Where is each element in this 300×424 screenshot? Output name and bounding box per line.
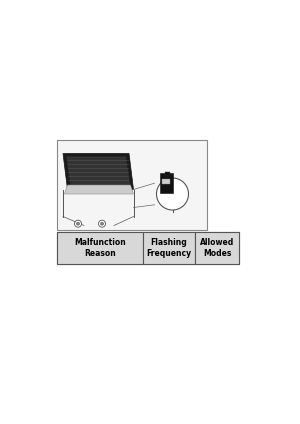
Bar <box>195 232 239 264</box>
Circle shape <box>74 220 82 227</box>
Circle shape <box>157 178 188 210</box>
Bar <box>57 232 239 264</box>
Bar <box>57 140 207 230</box>
Polygon shape <box>64 185 134 194</box>
Text: Allowed
Modes: Allowed Modes <box>200 238 234 258</box>
Bar <box>165 171 170 176</box>
Circle shape <box>76 222 80 225</box>
Bar <box>142 232 195 264</box>
Text: Malfunction
Reason: Malfunction Reason <box>74 238 126 258</box>
Polygon shape <box>63 153 134 190</box>
Text: Flashing
Frequency: Flashing Frequency <box>146 238 191 258</box>
Circle shape <box>98 220 106 227</box>
Bar <box>160 173 173 192</box>
Circle shape <box>100 222 103 225</box>
Bar <box>162 179 170 184</box>
Polygon shape <box>66 156 130 185</box>
Bar <box>57 232 142 264</box>
